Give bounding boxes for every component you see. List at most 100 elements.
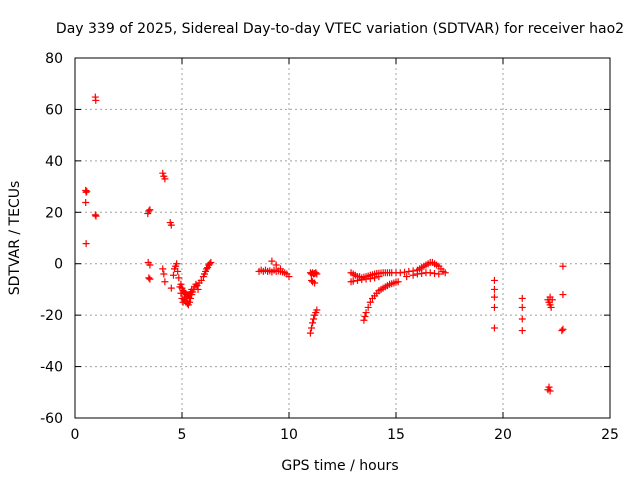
data-point: [307, 324, 315, 332]
data-point: [285, 273, 293, 281]
data-point: [546, 293, 554, 301]
data-point: [161, 278, 169, 286]
data-point: [82, 188, 90, 196]
data-point: [311, 279, 319, 287]
data-point: [312, 269, 320, 277]
data-point: [167, 284, 175, 292]
chart-title: Day 339 of 2025, Sidereal Day-to-day VTE…: [56, 21, 624, 37]
data-point: [146, 206, 154, 214]
x-tick-label: 5: [178, 427, 187, 443]
data-point: [161, 175, 169, 183]
data-point: [518, 315, 526, 323]
data-point: [490, 324, 498, 332]
data-point: [375, 273, 383, 281]
data-point: [173, 260, 181, 268]
y-tick-label: 40: [45, 154, 63, 170]
data-point: [159, 169, 167, 177]
data-point: [185, 298, 193, 306]
data-point: [409, 271, 417, 279]
data-point: [545, 383, 553, 391]
x-tick-label: 0: [71, 427, 80, 443]
data-point: [547, 303, 555, 311]
data-point: [272, 261, 280, 269]
data-point: [276, 265, 284, 273]
y-tick-labels: -60 -40 -20 0 20 40 60 80: [40, 51, 63, 427]
y-tick-label: -40: [40, 360, 63, 376]
data-point: [313, 270, 321, 278]
data-point: [309, 319, 317, 327]
data-point: [184, 292, 192, 300]
data-point: [82, 199, 90, 207]
data-point: [559, 291, 567, 299]
data-point: [306, 329, 314, 337]
y-tick-label: 60: [45, 102, 63, 118]
y-tick-label: 0: [54, 257, 63, 273]
data-point: [174, 267, 182, 275]
data-point: [349, 277, 357, 285]
data-point: [203, 265, 211, 273]
y-tick-label: -20: [40, 308, 63, 324]
plot-border: [74, 57, 611, 419]
data-point: [83, 187, 91, 195]
data-point: [145, 274, 153, 282]
data-point: [401, 268, 409, 276]
x-axis-label: GPS time / hours: [281, 458, 398, 474]
y-tick-label: 80: [45, 51, 63, 67]
data-point: [92, 212, 100, 220]
data-point: [175, 274, 183, 282]
data-point: [160, 270, 168, 278]
data-point: [518, 303, 526, 311]
data-point: [441, 269, 449, 277]
x-tick-labels: 0 5 10 15 20 25: [71, 427, 619, 443]
data-point: [490, 293, 498, 301]
data-point: [366, 275, 374, 283]
data-point: [82, 240, 90, 248]
data-point: [91, 211, 99, 219]
data-point: [146, 275, 154, 283]
data-point: [362, 309, 370, 317]
data-point: [366, 298, 374, 306]
data-point: [197, 276, 205, 284]
data-point: [353, 276, 361, 284]
data-point: [394, 278, 402, 286]
data-point: [361, 312, 369, 320]
y-tick-label: 20: [45, 205, 63, 221]
data-point: [490, 303, 498, 311]
data-point: [435, 270, 443, 278]
data-point: [310, 315, 318, 323]
data-point: [206, 260, 214, 268]
data-point: [192, 280, 200, 288]
data-point: [418, 269, 426, 277]
data-point: [364, 303, 372, 311]
y-tick-label: -60: [40, 411, 63, 427]
data-point: [268, 257, 276, 265]
x-tick-label: 10: [280, 427, 298, 443]
data-point: [169, 271, 177, 279]
x-tick-label: 25: [601, 427, 619, 443]
data-point: [558, 327, 566, 335]
data-point: [313, 306, 321, 314]
data-point: [360, 316, 368, 324]
data-point: [546, 387, 554, 395]
plot-frame: [74, 57, 611, 419]
data-point: [159, 265, 167, 273]
data-point: [426, 269, 434, 277]
x-tick-label: 20: [494, 427, 512, 443]
data-point: [145, 207, 153, 215]
data-point: [490, 276, 498, 284]
data-point: [518, 294, 526, 302]
data-point: [194, 285, 202, 293]
grid: [75, 58, 610, 418]
x-tick-label: 15: [387, 427, 405, 443]
data-point: [490, 285, 498, 293]
data-points: [82, 93, 567, 395]
data-point: [177, 280, 185, 288]
data-point: [559, 262, 567, 270]
data-point: [371, 274, 379, 282]
data-point: [92, 96, 100, 104]
data-point: [559, 325, 567, 333]
data-point: [518, 327, 526, 335]
data-point: [188, 285, 196, 293]
data-point: [403, 273, 411, 281]
